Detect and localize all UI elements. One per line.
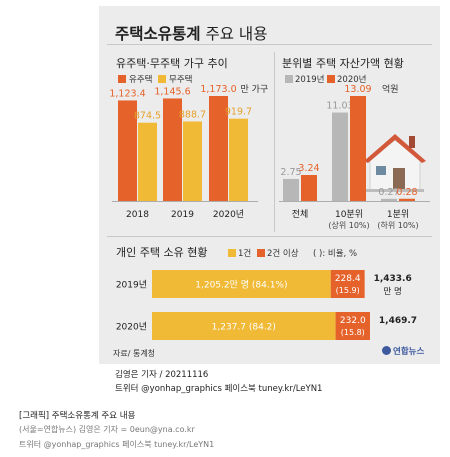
chart1-bar — [118, 100, 137, 201]
chart3-bar-pct: (15.9) — [336, 286, 360, 295]
chart3-group: 2019년 1,205.2만 명 (84.1%) 228.4 (15.9) 1,433.… — [116, 270, 417, 340]
chart1-tick-label: 2020년 — [213, 209, 244, 220]
house-icon — [364, 134, 426, 192]
chart3-bar — [330, 270, 365, 298]
legend-owner-label: 유주택 — [129, 75, 153, 85]
chart3-title: 개인 주택 소유 현황 — [116, 246, 208, 259]
chart1-group: 1,123.4 874.5 2018 1,145.6 888.7 2019 1,173.0 9… — [109, 84, 268, 220]
legend-2019-swatch — [285, 75, 293, 83]
chart2-bar — [301, 175, 317, 201]
chart2-tick-label: 10분위 — [335, 209, 363, 220]
legend-nonowner-swatch — [158, 75, 166, 83]
credit-sns: 트위터 @yonhap_graphics 페이스북 tuney.kr/LeYN1 — [115, 384, 323, 394]
legend-2019-label: 2019년 — [295, 75, 325, 85]
chart2-bar — [399, 198, 415, 201]
chart2-group: 2.753.24 전체 11.03 13.09 10분위(상위 10%) 0.270.28… — [279, 83, 430, 230]
chart2-bar-label: 0.27 — [378, 187, 399, 198]
legend-nonowner-label: 무주택 — [169, 75, 193, 85]
chart1-bar — [138, 122, 157, 201]
chart3-bar — [152, 312, 336, 340]
chart3-total-unit: 만 명 — [383, 286, 401, 297]
divider-title — [107, 44, 432, 45]
chart3-unit-note: ( ): 비율, % — [313, 249, 358, 259]
chart1-bar-label: 888.7 — [179, 109, 206, 120]
chart2-tick-label: 1분위 — [387, 209, 409, 220]
chart2-bar-label: 11.03 — [326, 101, 353, 112]
source-note: 자료/ 통계청 — [113, 349, 156, 358]
chart2-tick-label: 전체 — [292, 209, 309, 220]
chart2-bar-label: 2.75 — [280, 167, 301, 178]
chart3-row-label: 2019년 — [116, 280, 147, 291]
caption-tag: [그래픽] 주택소유통계 주요 내용 — [19, 411, 136, 421]
chart1-bar — [209, 96, 228, 201]
chart1-bar-label: 874.5 — [134, 111, 161, 122]
chart2-tick-sublabel: (상위 10%) — [328, 220, 369, 230]
chart3-row-label: 2020년 — [116, 322, 147, 333]
chart2-title: 분위별 주택 자산가액 현황 — [282, 57, 404, 70]
chart3-total: 1,433.6 — [374, 274, 412, 284]
chart1-tick-label: 2018 — [126, 210, 149, 220]
legend-2020-label: 2020년 — [337, 75, 367, 85]
legend-one-swatch — [228, 249, 236, 257]
logo: 연합뉴스 — [382, 345, 424, 357]
legend-two-label: 2건 이상 — [267, 249, 299, 259]
chart2-bar — [381, 198, 397, 201]
chart2-bar-label: 13.09 — [344, 84, 371, 95]
chart1-bar-label: 919.7 — [225, 107, 252, 118]
legend-two-swatch — [257, 249, 265, 257]
credit-line: 김영은 기자 / 20211116 — [115, 370, 209, 380]
chart3-bar-pct: (15.8) — [341, 328, 365, 337]
caption-line-2: 트위터 @yonhap_graphics 페이스북 tuney.kr/LeYN1 — [19, 440, 215, 449]
page-title: 주택소유통계 주요 내용 — [115, 25, 268, 43]
chart1-bar — [163, 98, 182, 201]
chart2-bar — [350, 96, 366, 201]
chart2-tick-sublabel: (하위 10%) — [377, 220, 418, 230]
chart3-bar — [152, 270, 331, 298]
legend-2020-swatch — [327, 75, 335, 83]
chart2-unit: 억원 — [382, 83, 399, 95]
divider-vertical — [274, 52, 275, 232]
caption-line-1: (서울=연합뉴스) 김영은 기자 = 0eun@yna.co.kr — [19, 425, 195, 434]
logo-mark-icon — [382, 346, 391, 355]
chart2-bar-label: 0.28 — [396, 187, 417, 198]
chart3-bar — [335, 312, 370, 340]
chart3-bar-label: 228.4 — [335, 274, 361, 284]
chart2-bar-label: 3.24 — [298, 163, 319, 174]
chart3-bar-label: 1,205.2만 명 (84.1%) — [195, 280, 287, 291]
chart1-bar-label: 1,173.0 — [200, 84, 236, 95]
chart2-bar — [332, 112, 348, 201]
chart1-unit: 만 가구 — [241, 84, 269, 95]
chart2-bar — [283, 178, 299, 201]
chart3-total: 1,469.7 — [379, 316, 417, 326]
chart1-bar — [229, 118, 248, 201]
legend-one-label: 1건 — [238, 249, 252, 259]
chart3-bar-label: 1,237.7 (84.2) — [212, 323, 276, 333]
chart1-bar-label: 1,123.4 — [109, 88, 145, 99]
chart1-title: 유주택·무주택 가구 추이 — [116, 57, 228, 70]
chart1-bar — [183, 121, 202, 201]
divider-middle — [107, 236, 432, 237]
chart1-tick-label: 2019 — [171, 210, 194, 220]
chart1-bar-label: 1,145.6 — [154, 86, 190, 97]
legend-owner-swatch — [118, 75, 126, 83]
chart3-bar-label: 232.0 — [340, 316, 366, 326]
